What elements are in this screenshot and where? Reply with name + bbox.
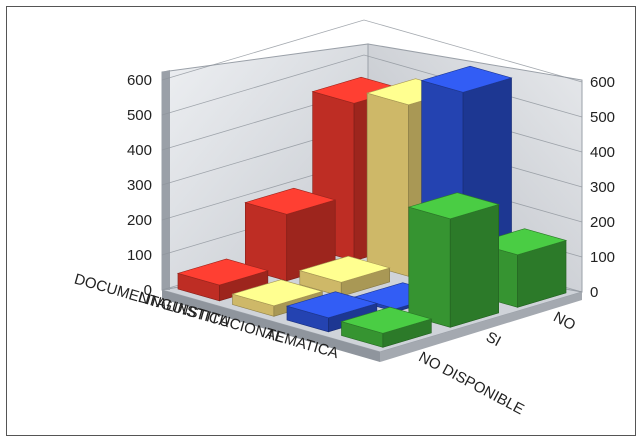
y-tick-label-right: 300: [590, 179, 615, 196]
y-tick-label-right: 200: [590, 214, 615, 231]
y-tick-label-right: 100: [590, 249, 615, 266]
y-tick-label-left: 600: [127, 72, 152, 89]
left-wall-edge: [162, 70, 170, 290]
y-tick-label-left: 200: [127, 212, 152, 229]
bar-face-top: [420, 65, 513, 93]
depth-label-1: SI: [483, 329, 504, 351]
depth-label-2: NO: [550, 309, 578, 335]
y-tick-label-left: 0: [144, 282, 152, 299]
y-tick-label-right: 500: [590, 109, 615, 126]
bar-tematica-1: [407, 192, 500, 328]
bar-face-top: [298, 255, 391, 283]
bar-face-top: [176, 258, 269, 286]
bar-tematica-0: [340, 306, 433, 348]
bar-documental-1: [244, 187, 337, 282]
bar-face-right: [449, 204, 500, 328]
bar-institucional-0: [285, 291, 378, 333]
y-tick-label-right: 600: [590, 74, 615, 91]
bar-face-top: [407, 192, 500, 220]
bar-documental-0: [176, 258, 269, 302]
bar-face-top: [285, 291, 378, 319]
gridline: [161, 19, 583, 83]
y-tick-label-left: 100: [127, 247, 152, 264]
y-tick-label-left: 500: [127, 107, 152, 124]
floor-edge-right: [380, 292, 582, 362]
bar-face-top: [340, 306, 433, 334]
bar-face-top: [244, 187, 337, 215]
y-tick-label-left: 400: [127, 142, 152, 159]
bar-linguistica-1: [298, 255, 391, 297]
bar-face-top: [231, 279, 324, 307]
y-tick-label-right: 400: [590, 144, 615, 161]
bar-face-left: [408, 206, 451, 328]
y-tick-label-left: 300: [127, 177, 152, 194]
floor-edge-left: [162, 290, 380, 362]
y-tick-label-right: 0: [590, 284, 598, 301]
bar-face-left: [366, 92, 409, 277]
depth-label-0: NO DISPONIBLE: [416, 349, 527, 419]
